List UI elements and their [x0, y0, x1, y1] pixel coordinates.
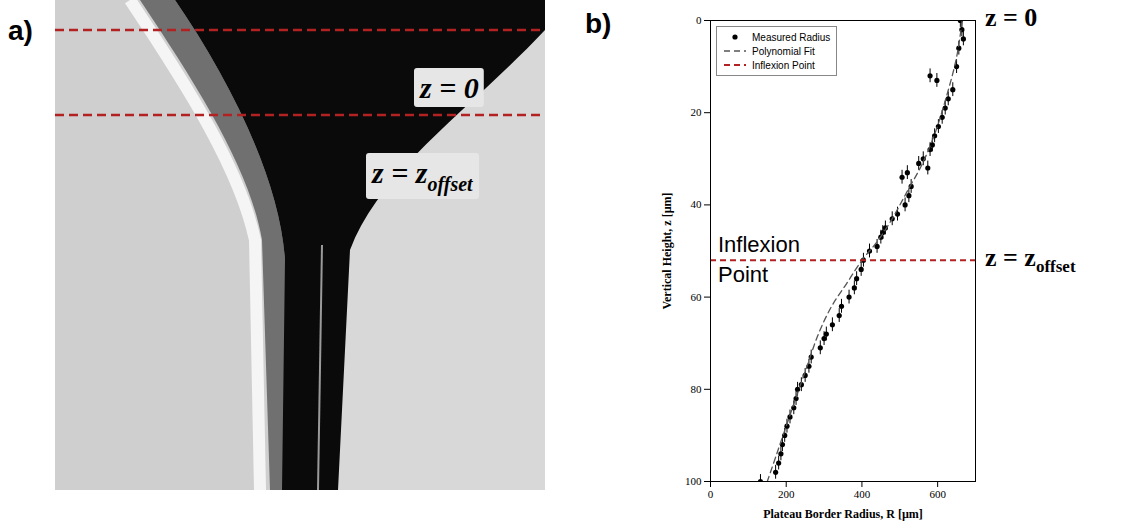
html-text:Inflexion Point: Inflexion Point [718, 231, 800, 287]
svg-text:100: 100 [685, 475, 702, 487]
svg-text:0: 0 [696, 14, 702, 26]
svg-text:z = zoffset: z = zoffset [371, 156, 474, 196]
svg-text:z = 0: z = 0 [419, 71, 479, 104]
html-text:Inflexion Point: Inflexion Point [752, 59, 815, 71]
svg-text:80: 80 [691, 383, 703, 395]
svg-text:60: 60 [691, 291, 703, 303]
svg-text:600: 600 [929, 488, 946, 500]
svg-text:Vertical Height, z [µm]: Vertical Height, z [µm] [660, 192, 674, 309]
html-text:b): b) [585, 8, 612, 39]
svg-text:400: 400 [854, 488, 871, 500]
svg-text:Plateau Border Radius, R [µm]: Plateau Border Radius, R [µm] [763, 507, 923, 521]
html-text:z = 0: z = 0 [985, 3, 1038, 32]
svg-text:20: 20 [691, 106, 703, 118]
svg-text:0: 0 [708, 488, 714, 500]
svg-text:a): a) [8, 15, 33, 46]
svg-text:40: 40 [691, 198, 703, 210]
html-text:Polynomial Fit: Polynomial Fit [752, 45, 815, 57]
svg-text:200: 200 [778, 488, 795, 500]
html-text:Measured Radius: Measured Radius [752, 31, 831, 43]
html-text:z = zoffset: z = zoffset [985, 242, 1076, 276]
